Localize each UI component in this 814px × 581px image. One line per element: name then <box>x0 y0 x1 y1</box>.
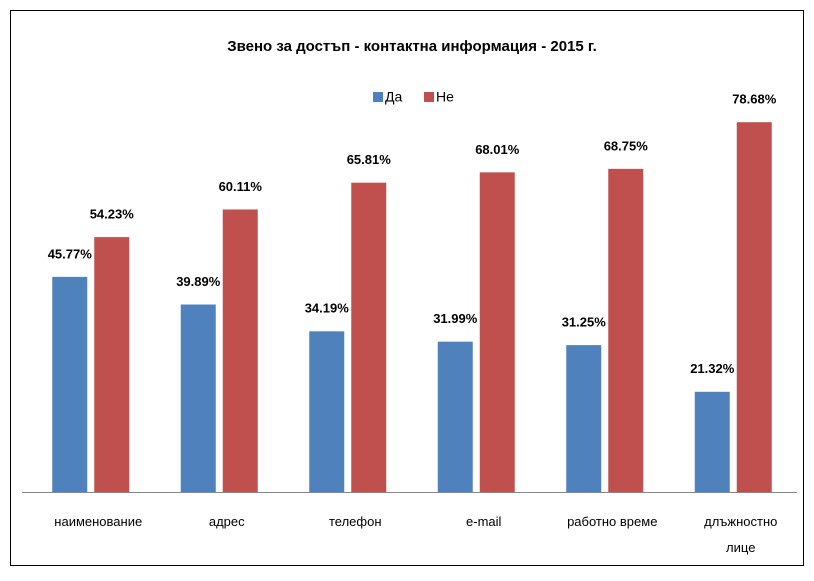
x-tick-label: адрес <box>208 514 245 529</box>
x-tick-label-box: наименование <box>54 514 143 529</box>
chart-title: Звено за достъп - контактна информация -… <box>227 38 597 55</box>
bar <box>52 276 88 492</box>
x-tick-label: e-mail <box>466 514 502 529</box>
x-tick-label-box: e-mail <box>466 514 502 529</box>
x-tick-label-box: адрес <box>208 514 245 529</box>
value-label: 34.19% <box>305 301 350 316</box>
value-label: 31.99% <box>433 311 478 326</box>
value-label: 60.11% <box>219 179 263 194</box>
x-tick-label: работно време <box>567 514 658 529</box>
bar <box>479 172 515 492</box>
chart-border <box>10 10 804 566</box>
bar <box>566 345 602 492</box>
legend-swatch <box>373 92 383 102</box>
value-label: 21.32% <box>690 361 735 376</box>
x-tick-label: телефон <box>328 514 382 529</box>
legend-label: Не <box>436 89 454 105</box>
bar <box>309 331 345 492</box>
bar <box>736 122 772 492</box>
x-tick-label-box: длъжностно лице <box>704 514 778 555</box>
bar <box>180 304 216 492</box>
x-tick-label: наименование <box>54 514 143 529</box>
bar <box>694 391 730 492</box>
x-tick-label: длъжностно лице <box>704 514 778 555</box>
value-label: 31.25% <box>562 315 607 330</box>
value-label: 45.77% <box>48 246 93 261</box>
x-tick-label-box: телефон <box>328 514 382 529</box>
bar <box>608 168 644 492</box>
legend-swatch <box>424 92 434 102</box>
value-label: 65.81% <box>347 152 392 167</box>
value-label: 68.75% <box>604 138 649 153</box>
value-label: 54.23% <box>90 207 135 222</box>
value-label: 68.01% <box>475 142 520 157</box>
bar <box>222 209 258 492</box>
x-tick-label-box: работно време <box>567 514 658 529</box>
bar <box>437 341 473 492</box>
value-label: 78.68% <box>732 92 777 107</box>
legend-label: Да <box>385 89 402 105</box>
bar <box>94 237 130 492</box>
value-label: 39.89% <box>176 274 221 289</box>
bar <box>351 182 387 492</box>
